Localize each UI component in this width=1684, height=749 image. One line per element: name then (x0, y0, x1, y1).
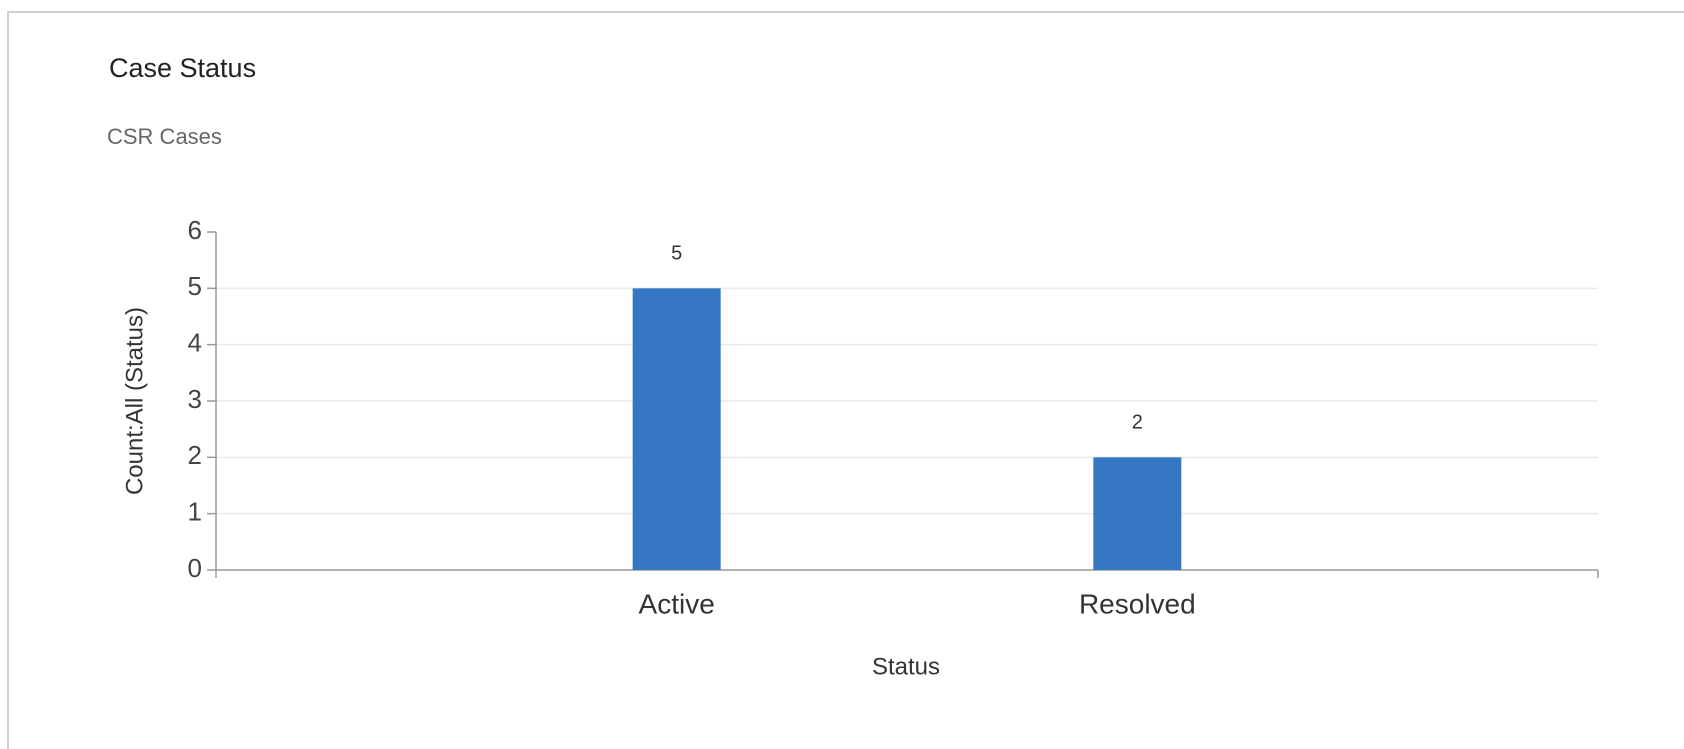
bar (632, 288, 721, 570)
y-tick-label: 3 (188, 384, 202, 414)
y-axis-title: Count:All (Status) (121, 307, 148, 495)
y-tick-label: 2 (188, 440, 202, 470)
y-tick-label: 6 (188, 215, 202, 245)
y-tick-label: 5 (188, 271, 202, 301)
y-tick-label: 0 (188, 553, 202, 583)
y-tick-label: 4 (188, 328, 202, 358)
bar (1093, 457, 1182, 570)
chart-subtitle: CSR Cases (107, 124, 222, 149)
panel-border (7, 11, 1684, 749)
x-axis-title: Status (872, 653, 940, 680)
y-tick-label: 1 (188, 497, 202, 527)
chart-title: Case Status (109, 53, 256, 83)
data-label: 5 (671, 243, 682, 265)
x-tick-label: Active (639, 588, 715, 619)
data-label: 2 (1132, 412, 1143, 434)
x-tick-label: Resolved (1079, 588, 1196, 619)
